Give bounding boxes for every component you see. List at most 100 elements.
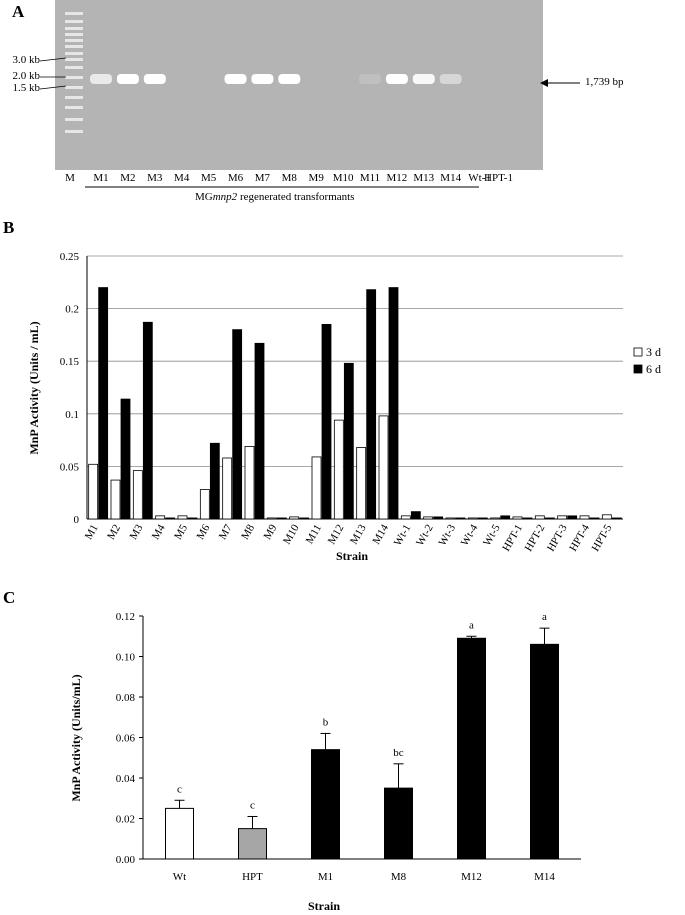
bar-3d-m8: [244, 446, 255, 520]
bar-6d-m13: [366, 289, 377, 520]
bar-3d-hpt-3: [557, 515, 568, 520]
legend-label-6d: 6 d: [646, 362, 661, 376]
ladder-band: [65, 27, 83, 30]
bar-6d-wt-5: [500, 515, 511, 520]
x-tick-label: M9: [261, 522, 279, 542]
bar-6d-hpt-4: [589, 517, 600, 520]
bar-6d-m4: [165, 517, 176, 520]
y-axis-label: MnP Activity (Units/mL): [69, 674, 83, 801]
x-tick-label: HPT-2: [523, 523, 548, 554]
bar-6d-wt-1: [410, 511, 421, 520]
y-tick-label: 0.10: [116, 652, 136, 664]
y-tick-label: 0.25: [60, 251, 80, 263]
bar-wt: [165, 807, 194, 860]
x-tick-label: M8: [391, 871, 407, 883]
bar-3d-m4: [155, 515, 166, 520]
ladder-band: [65, 66, 83, 69]
bar-m14: [530, 643, 559, 860]
bar-3d-m10: [289, 516, 300, 520]
gel-lane-label-m6: M6: [227, 172, 244, 184]
ladder-band: [65, 76, 83, 79]
panel-c-letter: C: [3, 588, 16, 607]
x-tick-label: Wt-4: [459, 522, 481, 548]
ladder-mark-2kb: 2.0 kb: [12, 70, 41, 82]
bar-6d-hpt-5: [611, 517, 622, 520]
bar-6d-m10: [299, 517, 310, 520]
ladder-band: [65, 20, 83, 23]
x-tick-label: M1: [318, 871, 333, 883]
bar-6d-wt-4: [477, 517, 488, 520]
group-label-prefix: MG: [195, 191, 213, 203]
gel-lane-label-m13: M13: [413, 172, 435, 184]
x-tick-label: M12: [461, 871, 482, 883]
bar-3d-wt-3: [445, 517, 456, 520]
band-size-label: 1,739 bp: [585, 76, 624, 88]
gel-band-m12: [385, 74, 408, 84]
x-tick-label: HPT-1: [500, 523, 525, 554]
gel-band-m14: [439, 74, 462, 84]
gel-band-m6: [224, 74, 247, 84]
bar-3d-m3: [132, 470, 143, 520]
x-tick-label: Wt-3: [436, 522, 458, 548]
ladder-band: [65, 39, 83, 42]
x-tick-label: M14: [370, 522, 391, 546]
gel-band-m13: [412, 74, 435, 84]
bar-3d-wt-2: [423, 516, 434, 520]
y-tick-label: 0.00: [116, 854, 136, 866]
bar-3d-hpt-5: [601, 514, 612, 520]
bar-3d-wt-5: [490, 517, 501, 520]
ladder-band: [65, 106, 83, 109]
bar-3d-wt-1: [400, 515, 411, 520]
gel-lane-label-m5: M5: [200, 172, 217, 184]
gel-image: [55, 0, 543, 170]
transformant-group-line: [85, 186, 479, 188]
group-label-gene: mnp2: [212, 191, 238, 203]
bar-3d-m14: [378, 415, 389, 520]
ladder-mark-3kb: 3.0 kb: [12, 54, 41, 66]
ladder-band: [65, 52, 83, 55]
bar-3d-hpt-4: [579, 515, 590, 520]
bar-6d-m12: [343, 362, 354, 520]
x-tick-label: M11: [304, 523, 325, 547]
x-tick-label: M13: [348, 522, 369, 546]
significance-letter-wt: c: [177, 783, 182, 795]
gel-band-m11: [359, 74, 381, 84]
gel-lane-label-m: M: [65, 172, 75, 184]
y-tick-label: 0.2: [65, 304, 79, 316]
significance-letter-m12: a: [469, 619, 474, 631]
gel-lane-label-m12: M12: [386, 172, 408, 184]
x-axis-label: Strain: [336, 549, 368, 563]
bar-3d-hpt-1: [512, 516, 523, 520]
y-tick-label: 0.05: [60, 461, 80, 473]
bar-6d-hpt-2: [544, 517, 555, 520]
ladder-band: [65, 45, 83, 48]
ladder-band: [65, 130, 83, 133]
bar-6d-m2: [120, 398, 131, 520]
y-tick-label: 0.1: [65, 409, 79, 421]
y-tick-label: 0.15: [60, 356, 80, 368]
ladder-band: [65, 58, 83, 61]
significance-letter-m8: bc: [393, 747, 404, 759]
y-tick-label: 0.02: [116, 814, 135, 826]
panel-b-letter: B: [3, 218, 15, 237]
x-tick-label: M12: [326, 523, 347, 547]
gel-lane-label-m10: M10: [332, 172, 354, 184]
bar-3d-m12: [333, 419, 344, 520]
x-tick-label: M2: [105, 523, 123, 542]
ladder-band: [65, 118, 83, 121]
bar-6d-hpt-1: [522, 517, 533, 520]
x-tick-label: HPT-4: [567, 522, 592, 553]
x-tick-label: M6: [194, 522, 212, 542]
x-axis-label: Strain: [308, 899, 340, 913]
ladder-band: [65, 12, 83, 15]
x-tick-label: Wt-5: [481, 522, 503, 548]
bar-m8: [384, 787, 413, 860]
bar-6d-m3: [142, 321, 153, 520]
x-tick-label: M5: [172, 522, 190, 542]
x-tick-label: HPT-3: [545, 522, 570, 553]
chart-b: 0 0.05 0.1 0.15 0.2 0.25 M1 M2 M3 M4 M5 M6 M7 M8 M9 M10…: [27, 251, 661, 563]
bar-3d-wt-4: [467, 517, 478, 520]
x-tick-label: Wt-1: [392, 523, 414, 549]
bar-3d-m2: [110, 479, 121, 520]
bar-6d-m6: [209, 442, 220, 520]
